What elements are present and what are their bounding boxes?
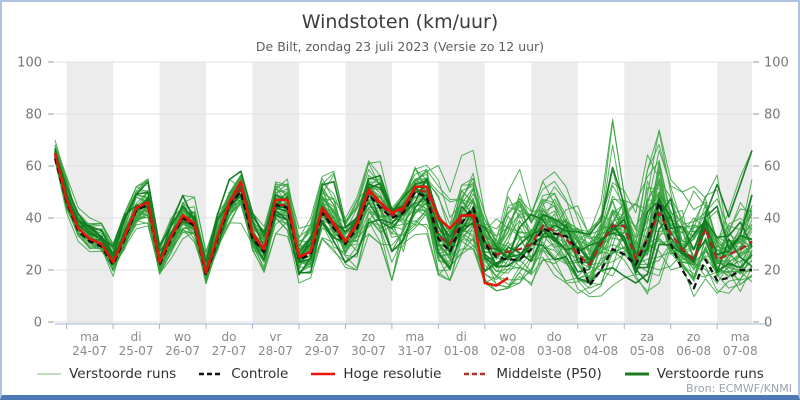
chart-legend: Verstoorde runs Controle Hoge resolutie Mid…	[2, 366, 798, 382]
wind-plume-plot: ma24-07di25-07wo26-07do27-07vr28-07za29-…	[17, 56, 789, 359]
x-label-date: 24-07	[72, 344, 107, 358]
legend-label: Middelste (P50)	[496, 366, 602, 382]
x-label-dow: vr	[269, 330, 281, 344]
y-label-right: 40	[764, 212, 781, 227]
legend-swatch-line-icon	[37, 373, 62, 375]
x-label-dow: ma	[405, 330, 424, 344]
x-label-dow: wo	[499, 330, 516, 344]
x-label-dow: za	[640, 330, 654, 344]
x-label-date: 03-08	[537, 344, 572, 358]
x-label-dow: do	[222, 330, 237, 344]
x-label-date: 02-08	[490, 344, 525, 358]
x-label-date: 25-07	[119, 344, 154, 358]
controle-line	[53, 157, 752, 290]
y-label-right: 80	[764, 108, 781, 123]
legend-label: Hoge resolutie	[343, 366, 442, 382]
legend-item-1: Controle	[198, 366, 288, 382]
x-label-dow: vr	[595, 330, 607, 344]
legend-swatch-line-icon	[624, 372, 649, 376]
x-label-dow: ma	[731, 330, 750, 344]
x-label-date: 06-08	[676, 344, 711, 358]
y-label-right: 60	[764, 160, 781, 175]
x-label-date: 29-07	[305, 344, 340, 358]
x-label-dow: za	[315, 330, 329, 344]
x-label-date: 05-08	[630, 344, 665, 358]
x-label-date: 28-07	[258, 344, 293, 358]
legend-swatch-line-icon	[311, 372, 336, 376]
x-label-date: 26-07	[165, 344, 200, 358]
p50-line	[53, 155, 753, 274]
x-label-dow: wo	[174, 330, 191, 344]
legend-item-0: Verstoorde runs	[36, 366, 176, 382]
y-label-left: 20	[25, 264, 42, 279]
x-label-dow: zo	[687, 330, 701, 344]
x-label-date: 01-08	[444, 344, 479, 358]
legend-label: Controle	[231, 366, 289, 382]
legend-item-4: Verstoorde runs	[624, 366, 764, 382]
day-band	[159, 62, 207, 324]
x-label-dow: do	[547, 330, 562, 344]
y-label-left: 100	[17, 56, 42, 71]
hres-line	[53, 152, 509, 287]
day-band	[66, 62, 114, 324]
y-label-right: 0	[764, 316, 772, 331]
source-credit: Bron: ECMWF/KNMI	[686, 382, 792, 395]
x-label-dow: ma	[80, 330, 99, 344]
x-label-date: 31-07	[397, 344, 432, 358]
x-label-dow: di	[456, 330, 467, 344]
x-label-date: 30-07	[351, 344, 386, 358]
legend-label: Verstoorde runs	[69, 366, 177, 382]
legend-label: Verstoorde runs	[656, 366, 764, 382]
y-label-left: 60	[25, 160, 42, 175]
legend-item-3: Middelste (P50)	[463, 366, 602, 382]
x-label-date: 27-07	[212, 344, 247, 358]
x-label-dow: di	[131, 330, 142, 344]
y-label-right: 100	[764, 56, 789, 71]
legend-swatch-line-icon	[199, 372, 224, 376]
y-label-left: 40	[25, 212, 42, 227]
legend-swatch-line-icon	[464, 372, 489, 376]
x-label-date: 07-08	[723, 344, 758, 358]
y-label-left: 80	[25, 108, 42, 123]
chart-title: Windstoten (km/uur)	[301, 11, 499, 33]
legend-item-2: Hoge resolutie	[310, 366, 441, 382]
chart-subtitle: De Bilt, zondag 23 juli 2023 (Versie zo …	[255, 39, 545, 54]
x-label-date: 04-08	[583, 344, 618, 358]
y-label-right: 20	[764, 264, 781, 279]
y-label-left: 0	[34, 316, 42, 331]
ensemble-member-line	[54, 151, 753, 281]
x-label-dow: zo	[362, 330, 376, 344]
